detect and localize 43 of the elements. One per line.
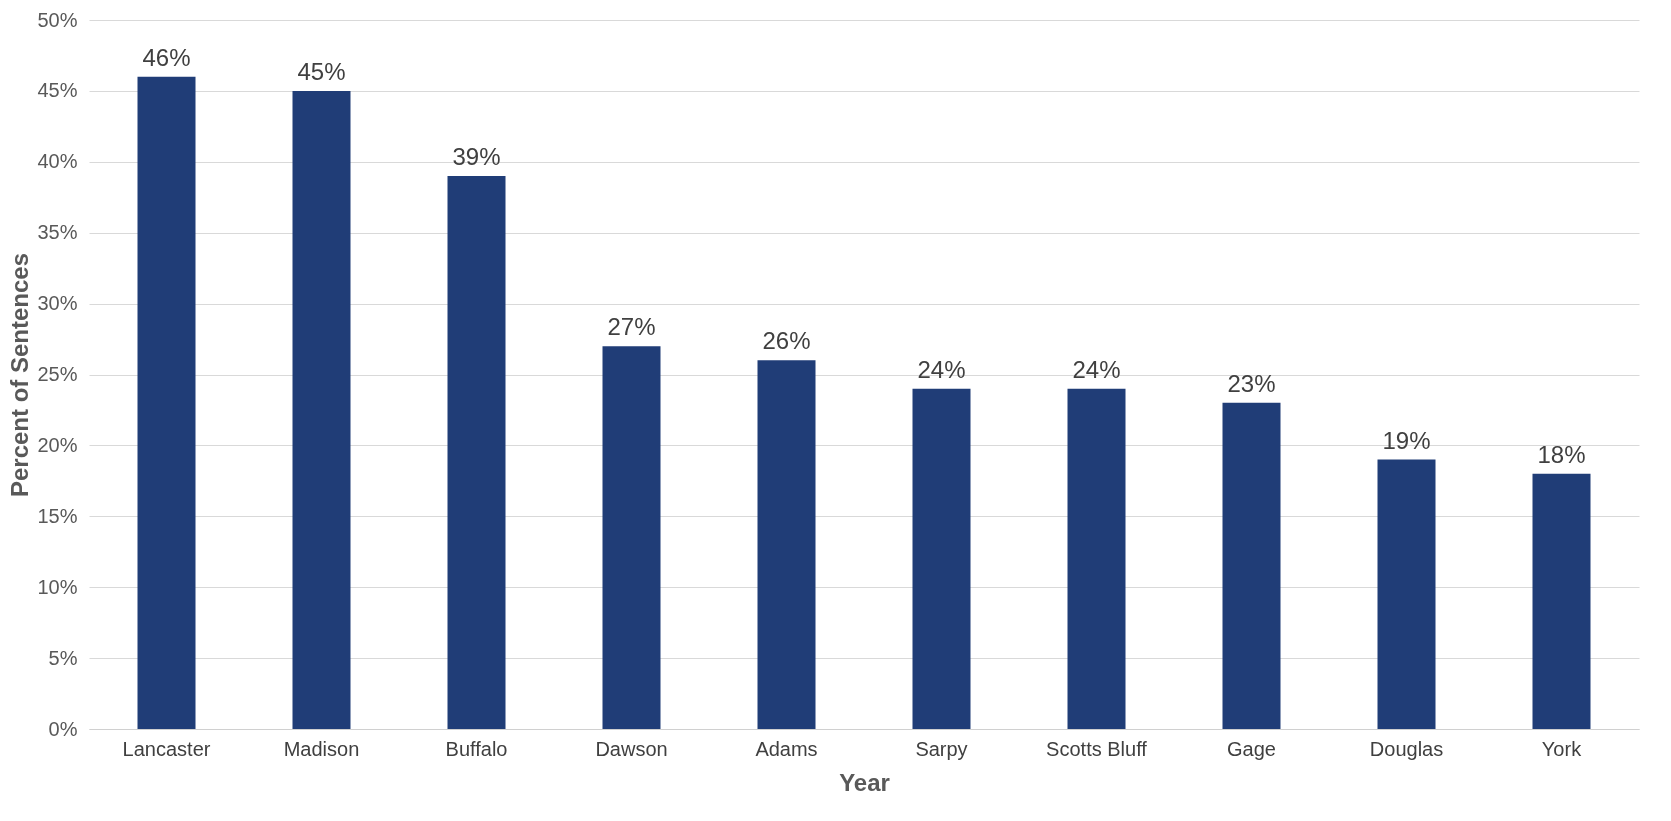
data-label: 27%	[607, 313, 656, 341]
data-label: 18%	[1537, 440, 1586, 468]
data-label: 19%	[1382, 426, 1431, 454]
y-tick-label: 40%	[37, 150, 78, 173]
y-tick-label: 10%	[37, 575, 78, 598]
x-tick-label: Gage	[1227, 737, 1276, 760]
y-tick-label: 0%	[48, 717, 78, 740]
bar	[292, 90, 351, 729]
x-tick-label: Adams	[755, 737, 818, 760]
y-tick-label: 20%	[37, 433, 78, 456]
data-label: 45%	[297, 57, 346, 85]
y-tick-label: 50%	[37, 8, 78, 31]
data-label: 46%	[142, 43, 191, 71]
bar	[1377, 459, 1436, 729]
x-tick-label: Douglas	[1369, 737, 1444, 760]
data-label: 39%	[452, 142, 501, 170]
data-label: 24%	[1072, 355, 1121, 383]
data-label: 23%	[1227, 369, 1276, 397]
data-label: 26%	[762, 327, 811, 355]
x-axis-title: Year	[839, 768, 890, 796]
data-label: 24%	[917, 355, 966, 383]
x-tick-label: York	[1541, 737, 1583, 760]
y-tick-label: 25%	[37, 363, 78, 385]
bar	[1532, 473, 1591, 729]
bar	[137, 76, 196, 729]
y-tick-label: 45%	[37, 79, 78, 102]
x-tick-label: Madison	[283, 737, 360, 760]
x-tick-label: Buffalo	[445, 737, 508, 760]
bar	[1222, 402, 1281, 729]
y-tick-label: 5%	[48, 646, 78, 669]
x-tick-label: Sarpy	[915, 737, 968, 760]
bar	[757, 360, 816, 729]
x-tick-label: Dawson	[595, 737, 668, 760]
bar	[602, 346, 661, 729]
y-tick-label: 15%	[37, 504, 78, 527]
y-tick-label: 35%	[37, 221, 78, 244]
x-tick-label: Lancaster	[122, 737, 211, 760]
y-tick-label: 30%	[37, 292, 78, 315]
bar	[1067, 388, 1126, 729]
y-axis-title: Percent of Sentences	[6, 252, 34, 498]
bar	[912, 388, 971, 729]
x-tick-label: Scotts Bluff	[1046, 737, 1148, 760]
bar	[447, 175, 506, 729]
